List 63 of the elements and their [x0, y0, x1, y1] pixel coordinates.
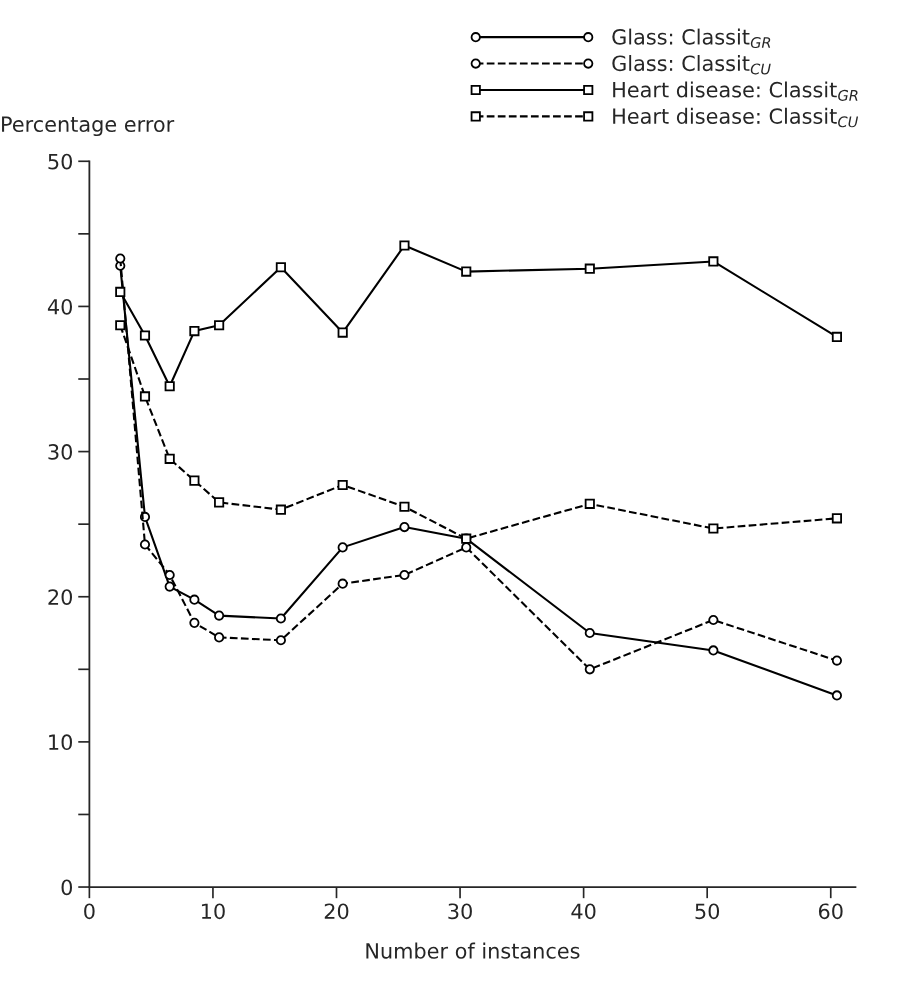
point: [139, 391, 151, 402]
point: [831, 331, 842, 342]
point: [164, 453, 175, 464]
x-tick-label: 0: [84, 903, 95, 920]
point: [584, 664, 595, 675]
y-axis-title: Percentage error: [2, 116, 175, 137]
point: [164, 569, 175, 581]
legend-label: Glass: Classit$_{CU}$: [612, 55, 771, 75]
y-tick-label: 50: [48, 153, 73, 170]
point: [214, 610, 225, 621]
point: [399, 240, 410, 251]
point: [399, 569, 410, 581]
y-tick-label: 30: [48, 444, 73, 460]
point: [214, 497, 225, 508]
x-tick-label: 10: [201, 903, 225, 920]
point: [584, 263, 595, 274]
point: [164, 381, 175, 392]
point: [337, 479, 348, 491]
y-tick-label: 10: [49, 734, 73, 751]
point: [189, 617, 200, 628]
point: [461, 542, 472, 553]
point: [461, 266, 472, 277]
y-tick-label: 0: [61, 879, 73, 896]
legend-label: Heart disease: Classit$_{CU}$: [613, 107, 859, 128]
y-tick-label: 20: [48, 589, 73, 605]
x-tick-label: 60: [818, 903, 843, 920]
point: [189, 475, 200, 486]
point: [275, 262, 286, 273]
point: [831, 513, 842, 524]
legend-label: Glass: Classit$_{GR}$: [612, 28, 771, 49]
point: [139, 539, 151, 550]
point: [189, 326, 200, 337]
x-tick-label: 40: [571, 903, 596, 920]
x-tick-label: 30: [448, 903, 472, 920]
point: [584, 627, 595, 639]
point: [275, 635, 286, 646]
point: [584, 498, 595, 509]
point: [337, 327, 348, 338]
point: [337, 578, 348, 589]
x-tick-label: 50: [695, 903, 720, 920]
point: [115, 286, 126, 297]
point: [275, 504, 286, 515]
point: [214, 632, 225, 643]
point: [399, 501, 410, 512]
point: [708, 523, 719, 534]
point: [708, 645, 719, 656]
point: [831, 690, 842, 701]
legend-label: Heart disease: Classit$_{GR}$: [613, 81, 858, 101]
point: [831, 655, 842, 666]
point: [275, 613, 286, 624]
point: [115, 320, 126, 331]
point: [189, 594, 200, 605]
point: [399, 521, 410, 533]
point: [708, 256, 719, 267]
point: [139, 330, 151, 341]
point: [337, 542, 348, 553]
y-tick-label: 40: [47, 298, 73, 315]
x-tick-label: 20: [324, 903, 349, 920]
point: [164, 581, 175, 592]
point: [708, 614, 719, 626]
point: [115, 253, 126, 264]
x-axis-title: Number of instances: [366, 942, 580, 959]
point: [214, 320, 225, 331]
